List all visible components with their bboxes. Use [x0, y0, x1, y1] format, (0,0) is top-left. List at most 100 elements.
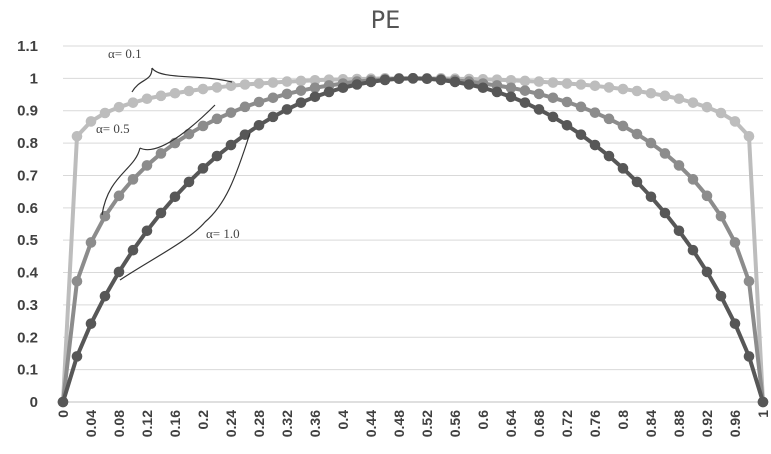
y-tick-label: 0.6	[17, 200, 38, 217]
x-tick-label: 0.68	[531, 410, 547, 437]
series-point	[673, 160, 685, 171]
series-point	[645, 87, 657, 99]
annotation-bracket	[119, 132, 251, 281]
series-point	[99, 210, 111, 222]
x-tick-label: 0.92	[699, 410, 715, 437]
series-point	[295, 75, 307, 87]
series-point	[603, 150, 615, 162]
series-point	[701, 266, 713, 278]
series-point	[701, 190, 713, 202]
series-point	[561, 119, 573, 131]
series-point	[253, 119, 265, 131]
y-tick-label: 0.8	[17, 135, 38, 152]
series-point	[407, 73, 419, 84]
series-point	[225, 80, 237, 92]
series-point	[715, 210, 727, 222]
series-point	[435, 74, 447, 86]
x-tick-label: 0.8	[615, 410, 631, 430]
series-lines	[57, 73, 769, 408]
series-point	[127, 244, 139, 256]
series-point	[183, 176, 195, 188]
series-point	[239, 129, 251, 140]
series-point	[477, 82, 489, 94]
x-tick-label: 0.2	[195, 410, 211, 430]
series-point	[575, 79, 587, 90]
series-point	[239, 79, 251, 90]
series-point	[617, 163, 629, 174]
series-point	[743, 130, 755, 142]
series-point	[211, 113, 223, 125]
series-point	[575, 101, 587, 113]
x-tick-label: 1	[755, 410, 771, 418]
x-tick-label: 0.96	[727, 410, 743, 437]
series-point	[365, 76, 377, 88]
x-tick-label: 0.32	[279, 410, 295, 437]
x-tick-label: 0.48	[391, 410, 407, 437]
y-tick-label: 1	[30, 70, 38, 87]
series-point	[533, 104, 545, 115]
annotation-label: α= 1.0	[206, 226, 240, 241]
series-point	[267, 111, 279, 123]
series-point	[211, 150, 223, 162]
annotation-label: α= 0.1	[108, 46, 142, 61]
series-point	[71, 275, 83, 287]
series-point	[589, 80, 601, 92]
series-point	[561, 78, 573, 89]
series-point	[323, 86, 335, 98]
series-point	[99, 290, 111, 302]
y-tick-label: 0.4	[17, 265, 39, 282]
series-point	[85, 237, 97, 248]
x-tick-label: 0.64	[503, 410, 519, 437]
series-point	[631, 128, 643, 140]
series-point	[729, 116, 741, 127]
series-point	[757, 396, 769, 408]
series-point	[715, 290, 727, 302]
series-point	[197, 120, 209, 132]
series-point	[645, 137, 657, 149]
series-point	[505, 91, 517, 103]
series-point	[295, 97, 307, 108]
x-tick-label: 0.28	[251, 410, 267, 437]
series-point	[519, 75, 531, 87]
series-point	[659, 207, 671, 219]
x-tick-label: 0	[55, 410, 71, 418]
series-point	[673, 93, 685, 105]
series-point	[743, 275, 755, 287]
x-tick-label: 0.12	[139, 410, 155, 437]
series-point	[253, 96, 265, 108]
series-point	[337, 82, 349, 94]
series-point	[113, 190, 125, 202]
series-point	[127, 97, 139, 108]
annotation-bracket	[101, 104, 216, 216]
axes: 0 0.1 0.2 0.3 0.4 0.5 0.6 0.7 0.8 0.9 1 1.1 0 0.04 0.0…	[17, 38, 771, 437]
x-tick-label: 0.44	[363, 410, 379, 437]
series-point	[547, 92, 559, 104]
x-tick-label: 0.24	[223, 410, 239, 437]
series-point	[743, 351, 755, 362]
series-point	[393, 73, 405, 84]
series-point	[169, 191, 181, 203]
series-point	[183, 128, 195, 140]
x-tick-label: 0.08	[111, 410, 127, 437]
series-point	[701, 101, 713, 113]
series-point	[421, 73, 433, 84]
y-tick-label: 0.5	[17, 232, 38, 249]
series-point	[659, 148, 671, 159]
y-tick-label: 0	[30, 394, 38, 411]
series-3	[57, 73, 769, 408]
series-point	[687, 174, 699, 185]
x-tick-label: 0.04	[83, 410, 99, 437]
series-point	[85, 116, 97, 127]
series-point	[603, 82, 615, 93]
series-point	[603, 113, 615, 125]
series-point	[281, 104, 293, 115]
series-point	[589, 107, 601, 118]
x-tick-label: 0.6	[475, 410, 491, 430]
series-point	[659, 90, 671, 102]
series-point	[211, 82, 223, 93]
annotations: α= 0.1 α= 0.5 α= 1.0	[96, 46, 251, 281]
series-point	[281, 76, 293, 87]
series-point	[57, 396, 69, 408]
x-tick-label: 0.84	[643, 410, 659, 437]
